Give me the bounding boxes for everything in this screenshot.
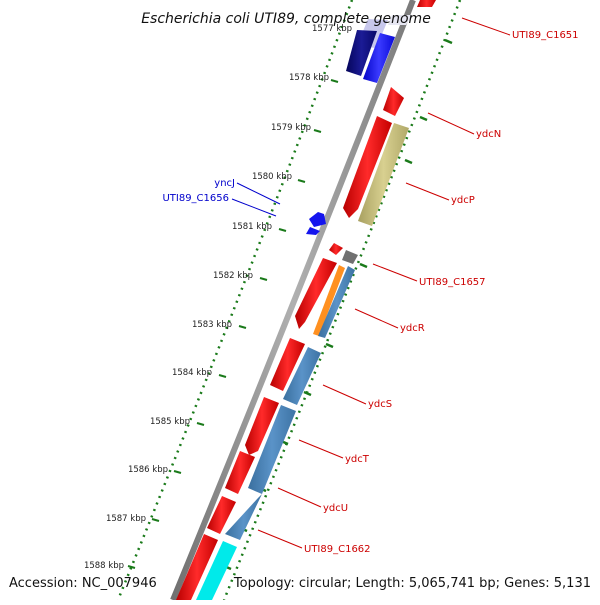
backbone-ring-core — [170, 0, 416, 602]
gene-ydcN-forward-arrow — [383, 87, 404, 116]
callout-lines-blue — [231, 182, 281, 217]
gene-top-fragment-blue — [363, 33, 395, 83]
kbp-label-1578: 1578 kbp — [289, 73, 329, 83]
gene-ydcR-steel — [318, 266, 355, 338]
gene-small-red-arrow — [329, 243, 343, 255]
label-ydcT: ydcT — [345, 454, 370, 465]
accession-text: Accession: NC_007946 — [9, 576, 157, 591]
map-title: Escherichia coli UTI89, complete genome — [141, 11, 431, 27]
gene-ydcT-red — [245, 397, 279, 455]
outer-dotted-ring — [222, 0, 462, 601]
genome-summary-text: Topology: circular; Length: 5,065,741 bp… — [233, 576, 591, 591]
kbp-ticks — [127, 79, 339, 569]
kbp-label-1582: 1582 kbp — [213, 271, 253, 281]
gene-ydcS-red — [270, 338, 305, 391]
gene-ydcS-steel — [283, 347, 321, 405]
label-yncJ: yncJ — [214, 178, 235, 189]
label-ydcU: ydcU — [323, 503, 348, 514]
gene-ydcR-orange — [313, 265, 345, 336]
kbp-label-1577: 1577 kbp — [312, 24, 352, 34]
gene-ydcR-red — [295, 258, 337, 329]
gene-UTI89_C1656-reverse — [306, 227, 320, 235]
gene-ydcU-red — [225, 451, 255, 494]
label-UTI89_C1651: UTI89_C1651 — [512, 30, 579, 41]
gene-top-fragment-red — [417, 0, 436, 7]
gene-top-fragment-white — [388, 15, 412, 25]
gene-yncJ-reverse — [309, 212, 326, 227]
kbp-label-1581: 1581 kbp — [232, 222, 272, 232]
kbp-label-1586: 1586 kbp — [128, 465, 168, 475]
label-ydcP: ydcP — [451, 195, 475, 206]
kbp-label-1580: 1580 kbp — [252, 172, 292, 182]
label-UTI89_C1662: UTI89_C1662 — [304, 544, 371, 555]
gene-ydcT-steel — [248, 405, 296, 494]
gene-bottom-cyan — [196, 541, 237, 600]
kbp-label-1583: 1583 kbp — [192, 320, 232, 330]
gene-ydcN-body — [343, 116, 392, 218]
label-UTI89_C1657: UTI89_C1657 — [419, 277, 486, 288]
label-ydcR: ydcR — [400, 323, 425, 334]
gene-UTI89_C1662-red — [207, 496, 236, 534]
gene-ydcU-steel — [225, 494, 262, 540]
kbp-label-1585: 1585 kbp — [150, 417, 190, 427]
callout-lines-red — [257, 17, 511, 549]
kbp-label-1587: 1587 kbp — [106, 514, 146, 524]
label-UTI89_C1656: UTI89_C1656 — [162, 193, 229, 204]
gene-ydcP-body — [358, 123, 409, 226]
gene-top-fragment-navy — [346, 30, 377, 76]
kbp-label-1584: 1584 kbp — [172, 368, 212, 378]
label-ydcS: ydcS — [368, 399, 392, 410]
label-ydcN: ydcN — [476, 129, 501, 140]
kbp-label-1579: 1579 kbp — [271, 123, 311, 133]
gene-UTI89_C1657-gray — [342, 250, 358, 264]
gene-bottom-red — [176, 534, 218, 600]
kbp-label-1588: 1588 kbp — [84, 561, 124, 571]
